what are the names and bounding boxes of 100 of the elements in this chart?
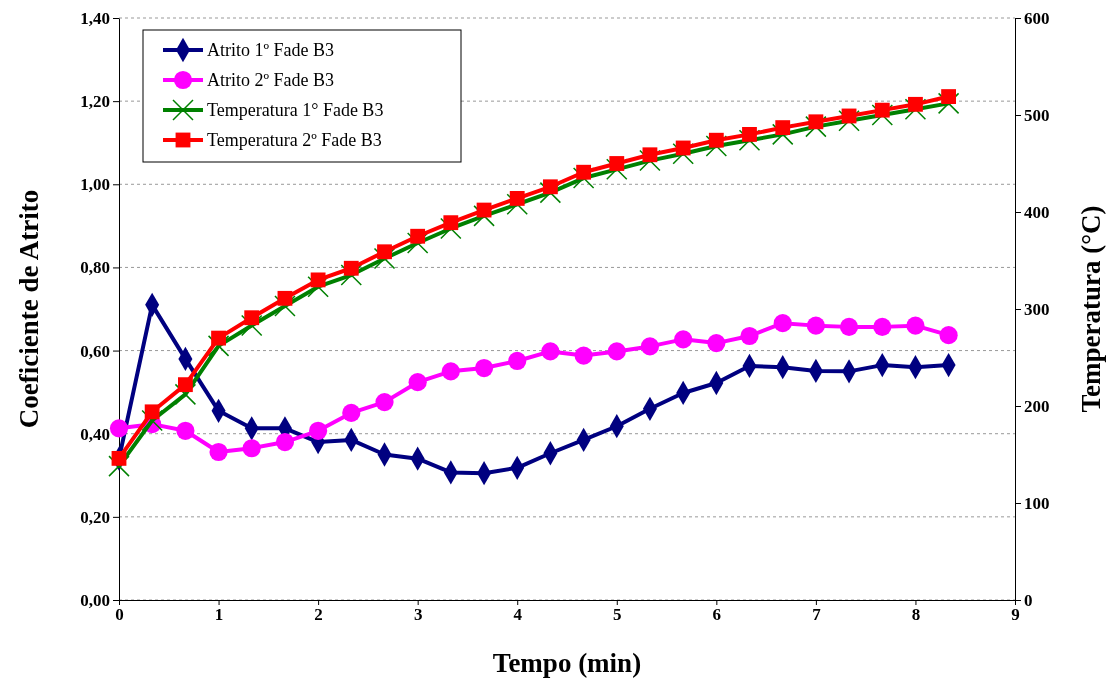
point	[408, 373, 427, 392]
point	[576, 164, 592, 180]
point	[240, 314, 263, 337]
point	[574, 346, 593, 365]
point	[675, 140, 691, 156]
y-tick-label: 0,60	[80, 341, 110, 361]
point	[111, 450, 127, 466]
point	[342, 403, 361, 423]
y-tick-label: 1,40	[80, 8, 110, 28]
point	[808, 114, 824, 130]
y2-tick-label: 200	[1024, 396, 1050, 416]
point	[277, 290, 293, 306]
x-tick-label: 8	[911, 605, 921, 625]
point	[939, 326, 958, 345]
x-tick-label: 1	[214, 605, 224, 625]
point	[708, 132, 724, 148]
point	[373, 247, 396, 270]
y-axis-title: Coeficiente de Atrito	[14, 189, 44, 429]
point	[109, 419, 129, 438]
point	[674, 330, 693, 349]
legend-label: Atrito 2º Fade B3	[207, 70, 335, 90]
point	[211, 330, 226, 346]
point	[275, 432, 295, 452]
point	[542, 179, 558, 195]
x-tick-label: 4	[513, 605, 523, 625]
point	[642, 147, 658, 163]
point	[443, 215, 459, 231]
point	[775, 120, 791, 136]
x-axis-title: Tempo (min)	[492, 648, 642, 678]
point	[937, 92, 960, 115]
point	[108, 455, 130, 477]
point	[773, 314, 792, 333]
point	[207, 335, 230, 357]
x-tick-label: 6	[712, 605, 722, 625]
point	[474, 358, 494, 378]
point	[805, 115, 827, 138]
point	[672, 143, 694, 165]
point	[874, 102, 890, 118]
point	[406, 232, 429, 254]
point	[871, 104, 894, 126]
y2-tick-label: 500	[1024, 105, 1050, 125]
point	[639, 149, 661, 172]
x-tick-label: 3	[413, 605, 423, 625]
point	[839, 317, 859, 336]
point	[707, 334, 726, 353]
point	[309, 421, 328, 440]
x-tick-label: 2	[314, 605, 323, 625]
y2-axis-title: Temperatura (°C)	[1076, 205, 1106, 413]
y2-tick-label: 0	[1024, 590, 1033, 610]
point	[705, 135, 728, 157]
y2-tick-label: 100	[1024, 493, 1050, 513]
point	[908, 96, 923, 112]
point	[141, 409, 163, 432]
point	[377, 244, 392, 260]
point	[176, 421, 195, 440]
point	[343, 260, 359, 276]
point	[244, 310, 260, 326]
point	[307, 275, 329, 298]
point	[177, 377, 193, 393]
point	[410, 228, 426, 244]
point	[506, 193, 528, 215]
point	[473, 205, 495, 227]
point	[539, 181, 562, 204]
point	[375, 393, 394, 412]
point	[742, 126, 757, 142]
x-tick-label: 5	[613, 605, 622, 625]
y-tick-label: 0,20	[80, 507, 110, 527]
legend-label: Temperatura 2º Fade B3	[207, 130, 382, 150]
point	[242, 439, 261, 458]
point	[274, 295, 296, 317]
legend-label: Temperatura 1° Fade B3	[207, 100, 384, 120]
point	[838, 110, 860, 132]
point	[738, 129, 761, 151]
point	[941, 89, 957, 104]
y-tick-label: 1,00	[80, 175, 110, 195]
y-tick-label: 0,80	[80, 258, 110, 278]
point	[906, 316, 925, 335]
point	[904, 98, 927, 120]
point	[508, 351, 527, 371]
point	[209, 442, 228, 462]
point	[771, 123, 794, 146]
y-tick-label: 1,20	[80, 92, 110, 112]
point	[609, 156, 625, 171]
x-tick-label: 9	[1011, 605, 1020, 625]
point	[441, 362, 460, 381]
point	[541, 342, 560, 361]
point	[310, 272, 326, 288]
point	[640, 337, 660, 356]
point	[340, 264, 363, 286]
y2-tick-label: 600	[1024, 8, 1050, 28]
legend-label: Atrito 1º Fade B3	[207, 40, 335, 60]
point	[607, 342, 626, 361]
y2-tick-label: 300	[1024, 299, 1050, 319]
y2-tick-label: 400	[1024, 202, 1050, 222]
point	[606, 158, 628, 181]
point	[440, 217, 462, 240]
x-tick-label: 0	[115, 605, 124, 625]
point	[806, 316, 825, 335]
point	[740, 326, 759, 346]
y-tick-label: 0,40	[80, 424, 110, 444]
